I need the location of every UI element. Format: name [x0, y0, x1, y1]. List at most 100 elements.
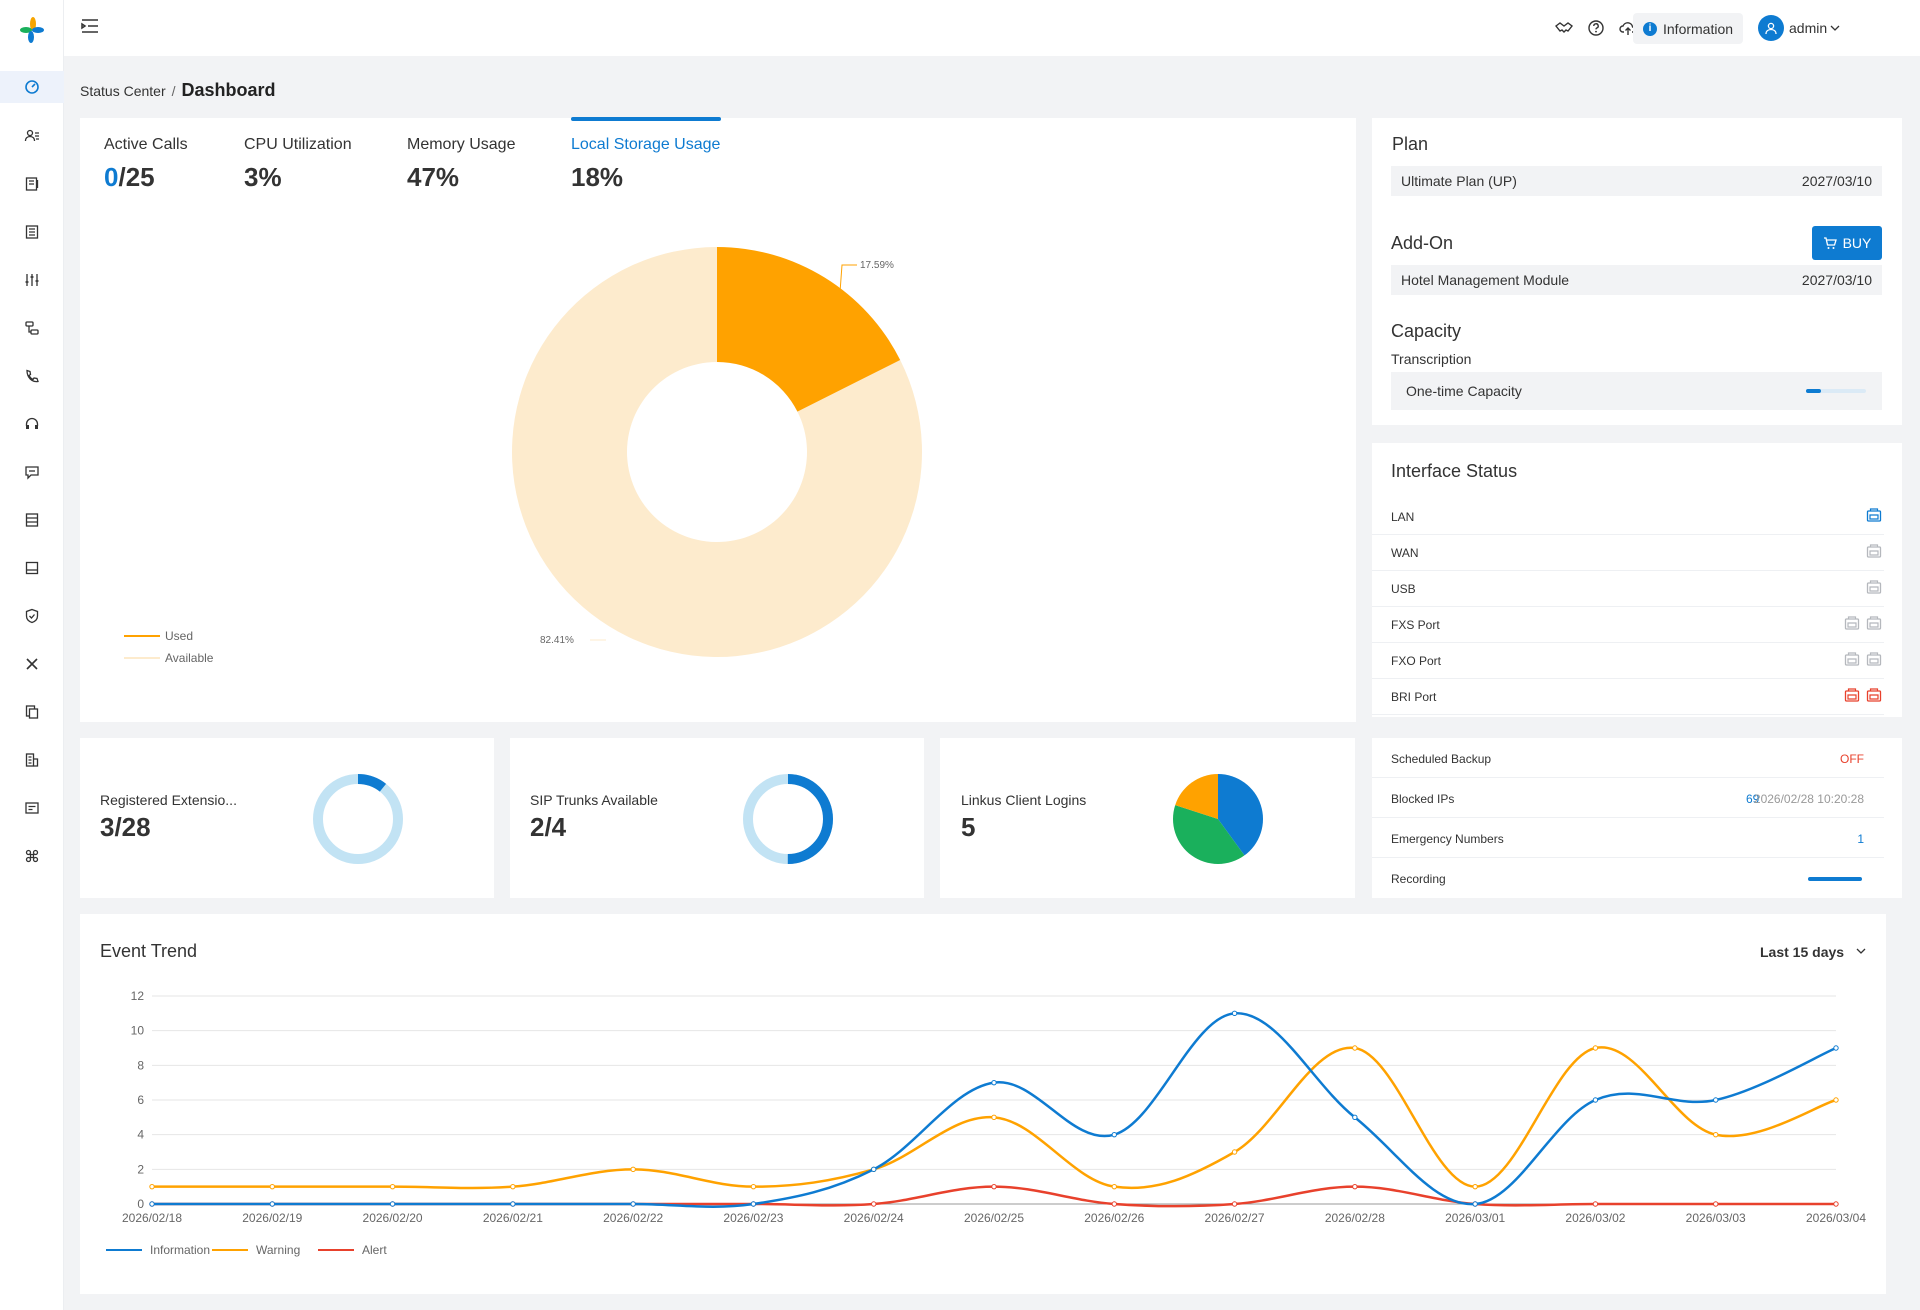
emergency-numbers-value[interactable]: 1 — [1857, 832, 1864, 846]
storage-donut-chart: 17.59% 82.41% Used Available — [124, 247, 922, 665]
sidebar-item-logs[interactable] — [16, 696, 48, 728]
data-point-information[interactable] — [1472, 1201, 1478, 1207]
data-point-warning[interactable] — [149, 1183, 155, 1190]
blocked-ips-row[interactable]: Blocked IPs 69 2026/02/28 10:20:28 — [1372, 778, 1884, 818]
handshake-icon[interactable] — [1555, 19, 1573, 37]
data-point-alert[interactable] — [1592, 1201, 1599, 1207]
bri-port-icon[interactable] — [1844, 687, 1860, 703]
data-point-alert[interactable] — [1833, 1201, 1839, 1207]
data-point-information[interactable] — [1352, 1114, 1358, 1121]
data-point-alert[interactable] — [871, 1201, 877, 1207]
lan-port-icon[interactable] — [1866, 507, 1882, 523]
legend-used-label[interactable]: Used — [165, 629, 193, 643]
sidebar-item-trunks[interactable] — [16, 168, 48, 200]
data-point-warning[interactable] — [1592, 1045, 1599, 1051]
legend-label-information[interactable]: Information — [150, 1243, 210, 1257]
tab-storage[interactable]: Local Storage Usage 18% — [571, 136, 720, 193]
linkus-slice-mobile[interactable] — [1218, 774, 1263, 856]
emergency-numbers-row[interactable]: Emergency Numbers 1 — [1372, 818, 1884, 858]
bri-port-icon[interactable] — [1866, 687, 1882, 703]
help-icon[interactable] — [1587, 19, 1605, 37]
linkus-slice-web[interactable] — [1175, 774, 1218, 819]
data-point-information[interactable] — [1111, 1131, 1117, 1138]
data-point-warning[interactable] — [1472, 1183, 1478, 1190]
chevron-down-icon[interactable] — [1856, 947, 1866, 955]
avatar[interactable] — [1758, 15, 1784, 41]
wan-port-icon[interactable] — [1866, 543, 1882, 559]
data-point-warning[interactable] — [991, 1114, 997, 1121]
data-point-information[interactable] — [1231, 1010, 1238, 1017]
series-line-warning[interactable] — [152, 1046, 1837, 1190]
data-point-alert[interactable] — [1352, 1183, 1358, 1190]
usb-port-icon[interactable] — [1866, 579, 1882, 595]
sidebar-item-call-features[interactable] — [16, 360, 48, 392]
data-point-alert[interactable] — [1231, 1201, 1238, 1207]
menu-toggle-icon[interactable] — [80, 16, 100, 36]
data-point-alert[interactable] — [991, 1183, 997, 1190]
fxo-port-icon[interactable] — [1866, 651, 1882, 667]
sidebar-item-security[interactable] — [16, 600, 48, 632]
data-point-warning[interactable] — [1833, 1097, 1839, 1103]
extensions-ring-fill[interactable] — [313, 774, 403, 864]
sidebar-item-storage[interactable] — [16, 552, 48, 584]
sidebar-item-contact-center[interactable] — [16, 408, 48, 440]
data-point-alert[interactable] — [1111, 1201, 1117, 1207]
user-name[interactable]: admin — [1789, 20, 1828, 36]
data-point-warning[interactable] — [389, 1183, 396, 1190]
fxo-port-icon[interactable] — [1844, 651, 1860, 667]
fxs-port-icon[interactable] — [1844, 615, 1860, 631]
recording-row[interactable]: Recording — [1372, 858, 1884, 898]
sip-trunks-ring-fill[interactable] — [743, 774, 833, 864]
chevron-down-icon[interactable] — [1830, 24, 1840, 32]
sidebar-item-dashboard[interactable] — [0, 71, 64, 103]
breadcrumb-parent[interactable]: Status Center — [80, 83, 166, 99]
data-point-warning[interactable] — [1352, 1045, 1358, 1051]
legend-label-warning[interactable]: Warning — [256, 1243, 300, 1257]
sidebar-item-maintenance[interactable] — [16, 648, 48, 680]
data-point-information[interactable] — [1833, 1045, 1839, 1051]
tab-active-calls[interactable]: Active Calls 0/25 — [104, 136, 188, 193]
data-point-information[interactable] — [1592, 1097, 1599, 1103]
range-select[interactable]: Last 15 days — [1760, 944, 1845, 960]
data-point-information[interactable] — [510, 1201, 516, 1207]
tab-memory[interactable]: Memory Usage 47% — [407, 136, 515, 193]
data-point-warning[interactable] — [750, 1183, 757, 1190]
data-point-information[interactable] — [871, 1166, 877, 1173]
legend-label-alert[interactable]: Alert — [362, 1243, 387, 1257]
data-point-information[interactable] — [991, 1079, 997, 1086]
fxs-port-icon[interactable] — [1866, 615, 1882, 631]
data-point-information[interactable] — [630, 1201, 636, 1207]
sidebar-item-call-flow[interactable] — [16, 312, 48, 344]
legend-available-label[interactable]: Available — [165, 651, 214, 665]
blocked-ips-count[interactable]: 69 — [1746, 792, 1760, 806]
scheduled-backup-row[interactable]: Scheduled Backup OFF — [1372, 738, 1884, 778]
data-point-warning[interactable] — [269, 1183, 275, 1190]
sidebar-item-settings[interactable] — [16, 264, 48, 296]
data-point-warning[interactable] — [510, 1183, 516, 1190]
sidebar-item-invoices[interactable] — [16, 792, 48, 824]
sidebar-item-messaging[interactable] — [16, 456, 48, 488]
data-point-information[interactable] — [389, 1201, 396, 1207]
data-point-information[interactable] — [1713, 1097, 1719, 1103]
data-point-warning[interactable] — [630, 1166, 636, 1173]
pie-slice-available[interactable] — [511, 247, 922, 658]
pie-slice-used[interactable] — [717, 247, 901, 412]
buy-button[interactable]: BUY — [1812, 226, 1882, 260]
tab-cpu[interactable]: CPU Utilization 3% — [244, 136, 352, 193]
sidebar-item-extensions[interactable] — [16, 120, 48, 152]
data-point-warning[interactable] — [1111, 1183, 1117, 1190]
sidebar-item-call-control[interactable] — [16, 216, 48, 248]
data-point-warning[interactable] — [1231, 1149, 1238, 1155]
series-line-information[interactable] — [152, 1012, 1837, 1208]
data-point-information[interactable] — [149, 1201, 155, 1207]
data-point-warning[interactable] — [1713, 1131, 1719, 1138]
data-point-information[interactable] — [269, 1201, 275, 1207]
information-button[interactable]: i Information — [1633, 13, 1744, 44]
sidebar-item-reports[interactable] — [16, 504, 48, 536]
data-point-alert[interactable] — [1713, 1201, 1719, 1207]
sidebar-item-apps[interactable] — [16, 840, 48, 872]
data-point-information[interactable] — [750, 1201, 757, 1207]
linkus-slice-desktop[interactable] — [1173, 805, 1245, 864]
sidebar-item-hotel[interactable] — [16, 744, 48, 776]
app-logo-icon[interactable] — [14, 10, 50, 50]
